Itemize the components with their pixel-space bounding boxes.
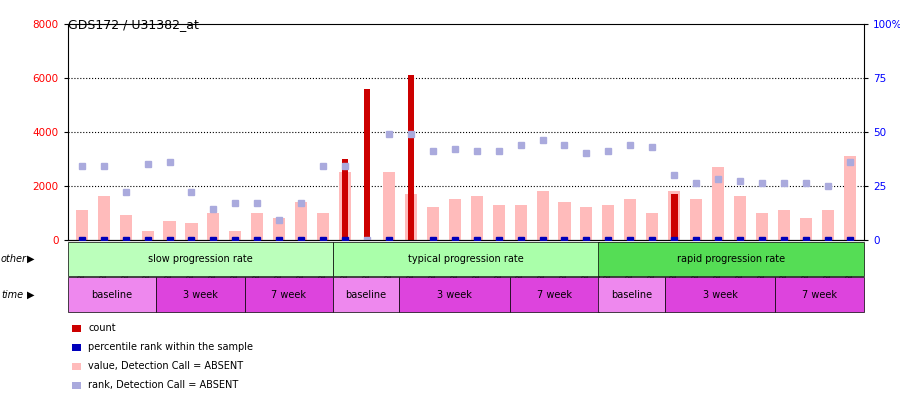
Bar (690, 199, 702, 240)
Bar (251, 213, 264, 240)
Bar (408, 75, 414, 240)
Text: value, Detection Call = ABSENT: value, Detection Call = ABSENT (88, 361, 243, 371)
Bar (382, 172, 395, 240)
Bar (670, 194, 678, 240)
Bar (646, 213, 658, 240)
Text: 3 week: 3 week (437, 290, 472, 300)
Bar (405, 194, 417, 240)
Bar (492, 204, 505, 240)
Text: rapid progression rate: rapid progression rate (677, 254, 786, 264)
Bar (800, 218, 812, 240)
Bar (471, 196, 482, 240)
Bar (427, 207, 439, 240)
Text: baseline: baseline (611, 290, 652, 300)
Bar (98, 196, 110, 240)
Text: slow progression rate: slow progression rate (148, 254, 253, 264)
Text: 3 week: 3 week (183, 290, 218, 300)
Bar (364, 88, 370, 240)
Text: baseline: baseline (346, 290, 387, 300)
Bar (734, 196, 746, 240)
Bar (822, 210, 833, 240)
Bar (295, 202, 307, 240)
Text: time: time (1, 290, 23, 300)
Text: count: count (88, 323, 116, 333)
Text: 7 week: 7 week (802, 290, 837, 300)
Bar (164, 221, 176, 240)
Bar (342, 159, 348, 240)
Bar (449, 199, 461, 240)
Text: rank, Detection Call = ABSENT: rank, Detection Call = ABSENT (88, 380, 238, 390)
Bar (712, 167, 724, 240)
Bar (339, 172, 351, 240)
Text: baseline: baseline (91, 290, 132, 300)
Bar (756, 213, 768, 240)
Text: typical progression rate: typical progression rate (408, 254, 524, 264)
Bar (274, 218, 285, 240)
Bar (515, 204, 526, 240)
Bar (602, 204, 615, 240)
Text: GDS172 / U31382_at: GDS172 / U31382_at (68, 18, 198, 31)
Bar (120, 215, 131, 240)
Bar (230, 232, 241, 240)
Bar (207, 213, 220, 240)
Text: 3 week: 3 week (703, 290, 738, 300)
Bar (536, 191, 549, 240)
Text: ▶: ▶ (27, 290, 34, 300)
Bar (559, 202, 571, 240)
Text: percentile rank within the sample: percentile rank within the sample (88, 342, 253, 352)
Bar (625, 199, 636, 240)
Bar (843, 156, 856, 240)
Bar (317, 213, 329, 240)
Bar (141, 232, 154, 240)
Bar (668, 191, 680, 240)
Bar (185, 223, 197, 240)
Bar (76, 210, 88, 240)
Bar (580, 207, 592, 240)
Bar (778, 210, 790, 240)
Text: other: other (1, 254, 27, 264)
Text: 7 week: 7 week (536, 290, 572, 300)
Text: 7 week: 7 week (271, 290, 306, 300)
Text: ▶: ▶ (27, 254, 34, 264)
